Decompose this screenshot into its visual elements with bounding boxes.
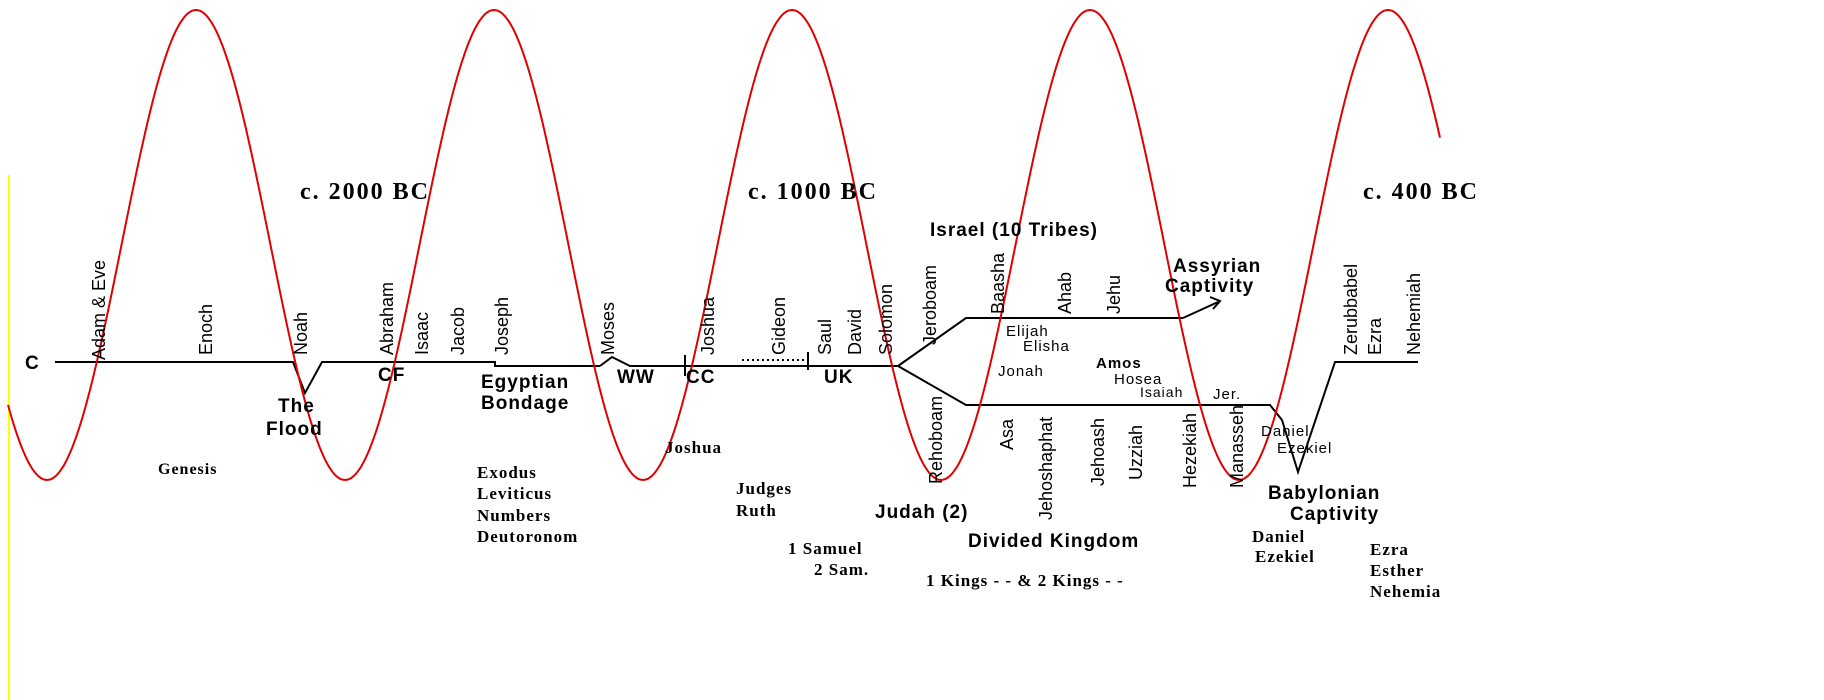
- label-joseph: Joseph: [492, 297, 512, 355]
- label-cf: CF: [378, 365, 405, 386]
- label-ezra: Ezra: [1365, 317, 1385, 355]
- label-hosea: Hosea: [1114, 371, 1162, 388]
- label-babylonian: Babylonian: [1268, 483, 1380, 504]
- book-kings: 1 Kings - - & 2 Kings - -: [926, 571, 1124, 590]
- label-ww: WW: [617, 367, 655, 388]
- book-numbers: Numbers: [477, 506, 551, 525]
- label-uzziah: Uzziah: [1126, 425, 1146, 480]
- label-divided-kingdom: Divided Kingdom: [968, 531, 1139, 552]
- label-baasha: Baasha: [988, 252, 1008, 314]
- label-isaac: Isaac: [412, 312, 432, 355]
- label-assyrian: Assyrian: [1173, 256, 1261, 277]
- book-ezekiel: Ezekiel: [1255, 547, 1315, 566]
- label-manasseh: Manasseh: [1227, 405, 1247, 488]
- label-jacob: Jacob: [448, 307, 468, 355]
- label-jehoshaphat: Jehoshaphat: [1036, 417, 1056, 520]
- book-esther: Esther: [1370, 561, 1424, 580]
- label-daniel-prophet: Daniel: [1261, 423, 1310, 440]
- label-isaiah: Isaiah: [1140, 384, 1183, 400]
- book-nehemia: Nehemia: [1370, 582, 1441, 601]
- label-saul: Saul: [815, 319, 835, 355]
- label-ezekiel-prophet: Ezekiel: [1277, 440, 1332, 457]
- book-ezra: Ezra: [1370, 540, 1409, 559]
- label-adam-eve: Adam & Eve: [89, 260, 109, 360]
- era-2000bc: c. 2000 BC: [300, 179, 430, 205]
- label-joshua: Joshua: [698, 296, 718, 355]
- label-cc: CC: [686, 367, 715, 388]
- book-1-samuel: 1 Samuel: [788, 539, 863, 558]
- label-elijah: Elijah: [1006, 323, 1049, 340]
- book-ruth: Ruth: [736, 501, 777, 520]
- label-israel: Israel (10 Tribes): [930, 220, 1098, 241]
- timeline-line: [55, 296, 1418, 476]
- book-deuteronomy: Deutoronom: [477, 527, 578, 546]
- label-uk: UK: [824, 367, 853, 388]
- label-egyptian: Egyptian: [481, 372, 569, 393]
- label-enoch: Enoch: [196, 304, 216, 355]
- book-judges: Judges: [736, 479, 792, 498]
- era-400bc: c. 400 BC: [1363, 179, 1479, 205]
- label-jer: Jer.: [1213, 386, 1241, 403]
- label-the: The: [278, 396, 315, 417]
- label-david: David: [845, 309, 865, 355]
- label-hezekiah: Hezekiah: [1180, 413, 1200, 488]
- timeline-start-label: C: [25, 353, 40, 374]
- book-exodus: Exodus: [477, 463, 537, 482]
- book-genesis: Genesis: [158, 461, 217, 478]
- label-jeroboam: Jeroboam: [920, 265, 940, 345]
- label-gideon: Gideon: [769, 297, 789, 355]
- label-flood: Flood: [266, 419, 323, 440]
- label-captivity-assyrian: Captivity: [1165, 276, 1254, 297]
- label-zerubbabel: Zerubbabel: [1341, 264, 1361, 355]
- book-2-samuel: 2 Sam.: [814, 560, 869, 579]
- label-abraham: Abraham: [377, 282, 397, 355]
- book-joshua: Joshua: [665, 438, 722, 457]
- label-jehu: Jehu: [1104, 275, 1124, 314]
- label-moses: Moses: [598, 302, 618, 355]
- label-elisha: Elisha: [1023, 338, 1070, 355]
- label-nehemiah: Nehemiah: [1404, 273, 1424, 355]
- label-asa: Asa: [997, 418, 1017, 450]
- book-daniel: Daniel: [1252, 527, 1305, 546]
- label-judah: Judah (2): [875, 502, 968, 523]
- label-rehoboam: Rehoboam: [926, 396, 946, 484]
- label-captivity-babylonian: Captivity: [1290, 504, 1379, 525]
- label-jonah: Jonah: [998, 363, 1044, 380]
- book-leviticus: Leviticus: [477, 484, 552, 503]
- wave-curve: [7, 8, 1441, 481]
- label-jehoash: Jehoash: [1088, 418, 1108, 486]
- era-1000bc: c. 1000 BC: [748, 179, 878, 205]
- label-bondage: Bondage: [481, 393, 569, 414]
- label-amos: Amos: [1096, 355, 1142, 372]
- label-solomon: Solomon: [876, 284, 896, 355]
- label-ahab: Ahab: [1055, 272, 1075, 314]
- label-noah: Noah: [291, 312, 311, 355]
